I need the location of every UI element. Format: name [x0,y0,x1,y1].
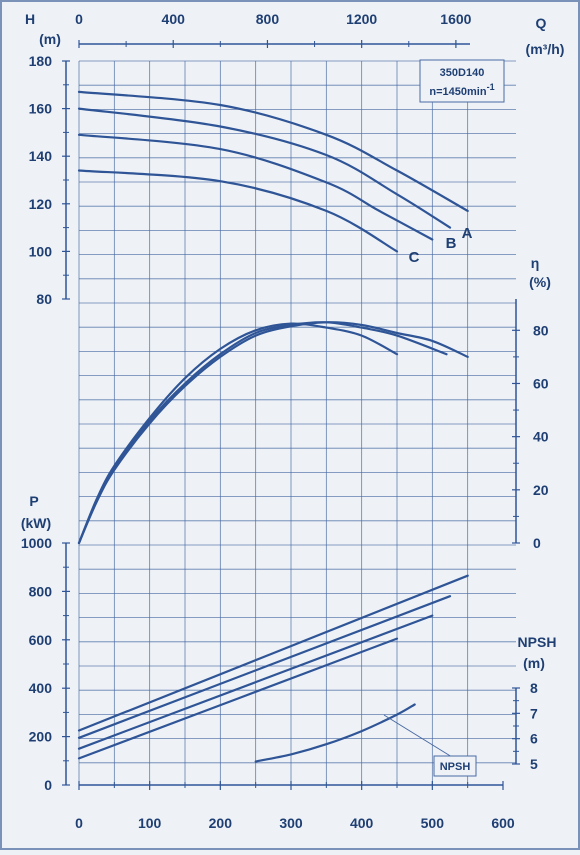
power-curve-c [77,637,399,760]
efficiency-tick-label: 60 [533,375,549,391]
curve-label-a: A [462,225,473,242]
capacity-tick-label: 0 [75,815,83,831]
tick-labels: 0 400 800 1200 16008010012014016018002040608… [21,11,549,831]
npsh-tick-label: 6 [530,731,538,747]
npsh-axis-label: NPSH [518,634,557,650]
power-tick-label: 1000 [21,535,52,551]
info-box [419,59,505,103]
npsh-leader-line [383,714,453,758]
head-tick-label: 180 [29,53,53,69]
capacity-tick-label: 600 [491,815,515,831]
power-tick-label: 400 [29,680,53,696]
npsh-tick-label: 7 [530,705,538,721]
head-tick-label: 100 [29,243,53,259]
flow-tick-label: 1200 [346,11,377,27]
power-tick-label: 800 [29,583,53,599]
efficiency-axis-label: η [531,255,540,271]
efficiency-tick-label: 0 [533,535,541,551]
efficiency-tick-label: 80 [533,322,549,338]
power-axis-unit: (kW) [21,515,51,531]
power-curve-b [77,595,452,739]
power-curve-series-2 [77,614,434,750]
head-tick-label: 140 [29,148,53,164]
flow-axis-unit: (m³/h) [526,41,565,57]
npsh-tag-box [433,755,477,777]
efficiency-tick-label: 20 [533,482,549,498]
npsh-curve-npsh [254,703,416,763]
speed-value: n=1450min [429,86,486,98]
flow-tick-label: 800 [256,11,280,27]
speed-exponent: -1 [487,82,495,92]
power-curve-a [77,574,469,732]
head-tick-label: 160 [29,101,53,117]
head-curve-c [77,169,399,253]
capacity-tick-label: 500 [421,815,445,831]
flow-tick-label: 1600 [440,11,471,27]
efficiency-axis-unit: (%) [529,274,551,290]
power-axis-label: P [29,493,38,509]
capacity-tick-label: 200 [209,815,233,831]
npsh-tag: NPSH [440,761,471,773]
efficiency-curve-b [77,321,448,545]
npsh-tick-label: 5 [530,756,538,772]
head-curve-series-2 [77,133,434,241]
head-axis-unit: (m) [39,31,61,47]
capacity-tick-label: 300 [279,815,303,831]
power-tick-label: 200 [29,729,53,745]
head-axis-label: H [25,11,35,27]
head-curve-a [77,90,469,212]
power-tick-label: 0 [44,777,52,793]
flow-axis-label: Q [536,15,547,31]
curve-label-b: B [446,235,457,252]
npsh-tick-label: 8 [530,680,538,696]
head-curve-b [77,107,452,229]
axes [62,40,520,790]
flow-tick-label: 400 [162,11,186,27]
npsh-axis-unit: (m) [523,655,545,671]
speed-label: n=1450min-1 [429,82,494,98]
efficiency-tick-label: 40 [533,429,549,445]
head-tick-label: 80 [36,291,52,307]
curve-label-c: C [409,249,420,266]
efficiency-curve-c [77,322,399,545]
curves [77,90,469,763]
head-tick-label: 120 [29,196,53,212]
model-label: 350D140 [440,67,485,79]
power-tick-label: 600 [29,632,53,648]
capacity-tick-label: 400 [350,815,374,831]
capacity-tick-label: 100 [138,815,162,831]
flow-tick-label: 0 [75,11,83,27]
